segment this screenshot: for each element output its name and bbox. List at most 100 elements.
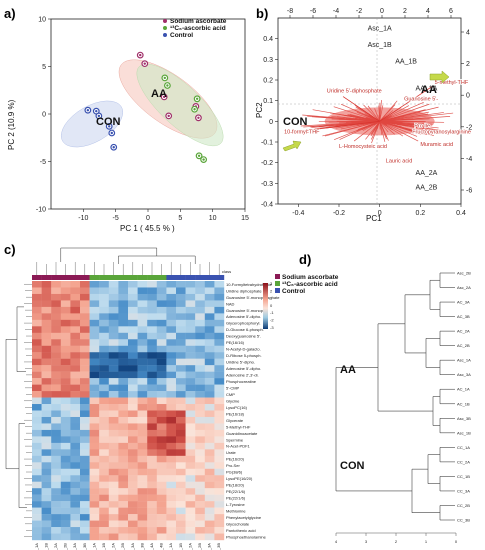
heatmap-cell bbox=[70, 345, 81, 353]
heatmap-cell bbox=[176, 481, 186, 489]
heatmap-cell bbox=[166, 449, 177, 457]
heatmap-cell bbox=[80, 488, 90, 495]
heatmap-cell bbox=[185, 455, 196, 463]
heatmap-cell bbox=[214, 494, 225, 502]
heatmap-cell bbox=[128, 319, 138, 327]
heatmap-cell bbox=[137, 352, 148, 359]
heatmap-cell bbox=[118, 332, 129, 340]
biplot-chart: -0.4 -0.2 0 0.2 0.4 -8 -6 -4 -2 0 2 4 6 -0.4 -0.3 -0.2 -… bbox=[255, 8, 472, 223]
heatmap-cell bbox=[108, 378, 119, 385]
heatmap-cell bbox=[185, 436, 196, 444]
heatmap-cell bbox=[89, 520, 100, 528]
heatmap-cell bbox=[60, 293, 71, 301]
class-bar-cell bbox=[80, 275, 90, 280]
heatmap-cell bbox=[156, 326, 167, 333]
heatmap-cell bbox=[214, 488, 225, 495]
heatmap-cell bbox=[156, 345, 167, 353]
heatmap-cell bbox=[204, 326, 215, 333]
heatmap-cell bbox=[41, 481, 52, 489]
heatmap-cell bbox=[41, 378, 52, 385]
heatmap-row-label: 10-Formyltetrahydrofolate bbox=[226, 282, 273, 287]
heatmap-cell bbox=[176, 339, 186, 346]
heatmap-cell bbox=[185, 481, 196, 489]
heatmap-cell bbox=[166, 436, 177, 444]
heatmap-cell bbox=[51, 391, 61, 398]
heatmap-cell bbox=[128, 423, 138, 431]
heatmap-cell bbox=[128, 384, 138, 392]
heatmap-cell bbox=[80, 306, 90, 314]
heatmap-cell bbox=[166, 332, 177, 340]
heatmap-row-label: D-Ribose 5-phosph. bbox=[226, 353, 262, 358]
heatmap-cell bbox=[89, 281, 100, 288]
heatmap-cell bbox=[156, 520, 167, 528]
heatmap-cell bbox=[51, 410, 61, 418]
legend-swatch-control bbox=[163, 33, 167, 37]
pca-y-axis-label: PC 2 (10.9 %) bbox=[7, 99, 16, 150]
heatmap-cell bbox=[176, 507, 186, 515]
heatmap-cell bbox=[147, 365, 157, 372]
heatmap-cell bbox=[204, 436, 215, 444]
heatmap-cell bbox=[60, 475, 71, 482]
dendrogram-group-aa: AA bbox=[340, 364, 356, 376]
panel-label-c: c) bbox=[4, 242, 16, 257]
heatmap-cell bbox=[147, 404, 157, 411]
heatmap-cell bbox=[32, 404, 42, 411]
pca-x-tick-label: 0 bbox=[146, 215, 150, 222]
heatmap-cell bbox=[128, 436, 138, 444]
heatmap-cell bbox=[51, 527, 61, 534]
heatmap-row-label: Spermine bbox=[226, 437, 244, 442]
heatmap-cell bbox=[41, 300, 52, 308]
heatmap-cell bbox=[99, 488, 109, 495]
heatmap-cell bbox=[60, 520, 71, 528]
heatmap-cell bbox=[99, 287, 109, 295]
heatmap-row-label: NAD bbox=[226, 301, 235, 306]
heatmap-cell bbox=[156, 468, 167, 476]
heatmap-cell bbox=[60, 287, 71, 295]
heatmap-cell bbox=[156, 507, 167, 515]
heatmap-cell bbox=[51, 442, 61, 450]
heatmap-cell bbox=[128, 371, 138, 379]
class-bar-cell bbox=[70, 275, 81, 280]
heatmap-cell bbox=[108, 475, 119, 482]
heatmap-cell bbox=[60, 281, 71, 288]
heatmap-cell bbox=[51, 287, 61, 295]
heatmap-cell bbox=[176, 475, 186, 482]
biplot-sample-label: AA_2B bbox=[416, 185, 438, 192]
heatmap-cell bbox=[147, 339, 157, 346]
heatmap-cell bbox=[204, 345, 215, 353]
heatmap-cell bbox=[147, 352, 157, 359]
biplot-sample-label: Asc_1B bbox=[368, 42, 392, 49]
heatmap-cell bbox=[147, 293, 157, 301]
heatmap-cell bbox=[70, 416, 81, 424]
heatmap-cell bbox=[176, 352, 186, 359]
heatmap-cell bbox=[185, 404, 196, 411]
heatmap-cell bbox=[204, 319, 215, 327]
heatmap-cell bbox=[166, 371, 177, 379]
heatmap-cell bbox=[185, 319, 196, 327]
heatmap-cell bbox=[195, 300, 205, 308]
heatmap-cell bbox=[185, 371, 196, 379]
heatmap-cell bbox=[70, 300, 81, 308]
heatmap-cell bbox=[137, 449, 148, 457]
heatmap-cell bbox=[41, 319, 52, 327]
heatmap-cell bbox=[89, 306, 100, 314]
heatmap-cell bbox=[128, 481, 138, 489]
biplot-sample-label: Asc_1A bbox=[368, 25, 392, 32]
heatmap-cell bbox=[156, 306, 167, 314]
pca-point-core-c13 bbox=[195, 97, 199, 101]
heatmap-cell bbox=[32, 481, 42, 489]
heatmap-cell bbox=[204, 449, 215, 457]
heatmap-cell bbox=[156, 429, 167, 437]
heatmap-cell bbox=[118, 293, 129, 301]
pca-point-core-control bbox=[95, 109, 98, 113]
heatmap-scale-tick: -2 bbox=[270, 318, 274, 323]
heatmap-cell bbox=[60, 352, 71, 359]
heatmap-cell bbox=[137, 345, 148, 353]
heatmap-row-label: Phenylacetylglycine bbox=[226, 515, 262, 520]
heatmap-cell bbox=[166, 455, 177, 463]
heatmap-cell bbox=[137, 332, 148, 340]
heatmap-cell bbox=[80, 507, 90, 515]
heatmap-cell bbox=[128, 462, 138, 469]
heatmap-cell bbox=[166, 287, 177, 295]
pca-y-tick-label: 0 bbox=[42, 112, 46, 119]
